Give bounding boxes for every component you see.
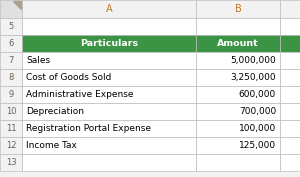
Bar (0, 52, 22, 69)
Text: Sales: Sales (26, 56, 50, 65)
Bar (0, 69, 22, 86)
Text: Income Tax: Income Tax (26, 141, 77, 150)
Bar (22, 35, 196, 52)
Text: 12: 12 (6, 141, 16, 150)
Text: Depreciation: Depreciation (26, 107, 84, 116)
Text: 125,000: 125,000 (239, 141, 276, 150)
Text: 5,000,000: 5,000,000 (230, 56, 276, 65)
Bar (22, 18, 196, 35)
Bar (196, 69, 280, 86)
Bar (22, 52, 196, 69)
Bar (280, 154, 300, 171)
Bar (0, 35, 22, 52)
Text: Registration Portal Expense: Registration Portal Expense (26, 124, 151, 133)
Text: 6: 6 (8, 39, 14, 48)
Bar (0, 0, 22, 18)
Bar (196, 120, 280, 137)
Bar (22, 69, 196, 86)
Bar (22, 103, 196, 120)
Text: 600,000: 600,000 (239, 90, 276, 99)
Text: Amount: Amount (217, 39, 259, 48)
Bar (280, 103, 300, 120)
Bar (196, 0, 280, 18)
Text: 700,000: 700,000 (239, 107, 276, 116)
Text: Cost of Goods Sold: Cost of Goods Sold (26, 73, 111, 82)
Bar (0, 137, 22, 154)
Bar (0, 103, 22, 120)
Text: Particulars: Particulars (80, 39, 138, 48)
Text: B: B (235, 4, 242, 14)
Bar (280, 120, 300, 137)
Bar (22, 86, 196, 103)
Bar (0, 154, 22, 171)
Bar (0, 86, 22, 103)
Text: 13: 13 (6, 158, 16, 167)
Bar (22, 0, 196, 18)
Bar (22, 154, 196, 171)
Text: Administrative Expense: Administrative Expense (26, 90, 134, 99)
Text: 100,000: 100,000 (239, 124, 276, 133)
Text: 10: 10 (6, 107, 16, 116)
Bar (280, 52, 300, 69)
Text: 7: 7 (8, 56, 14, 65)
Bar (280, 35, 300, 52)
Text: 11: 11 (6, 124, 16, 133)
Text: A: A (106, 4, 112, 14)
Bar (196, 52, 280, 69)
Bar (196, 103, 280, 120)
Bar (280, 86, 300, 103)
Bar (0, 18, 22, 35)
Bar (196, 18, 280, 35)
Bar (280, 69, 300, 86)
Bar (22, 120, 196, 137)
Bar (280, 137, 300, 154)
Bar (280, 0, 300, 18)
Bar (0, 120, 22, 137)
Bar (196, 137, 280, 154)
Bar (280, 18, 300, 35)
Text: 9: 9 (8, 90, 14, 99)
Text: 8: 8 (8, 73, 14, 82)
Bar (22, 137, 196, 154)
Bar (196, 86, 280, 103)
Bar (196, 35, 280, 52)
Text: 5: 5 (8, 22, 14, 31)
Polygon shape (13, 1, 21, 9)
Text: 3,250,000: 3,250,000 (230, 73, 276, 82)
Bar (196, 154, 280, 171)
